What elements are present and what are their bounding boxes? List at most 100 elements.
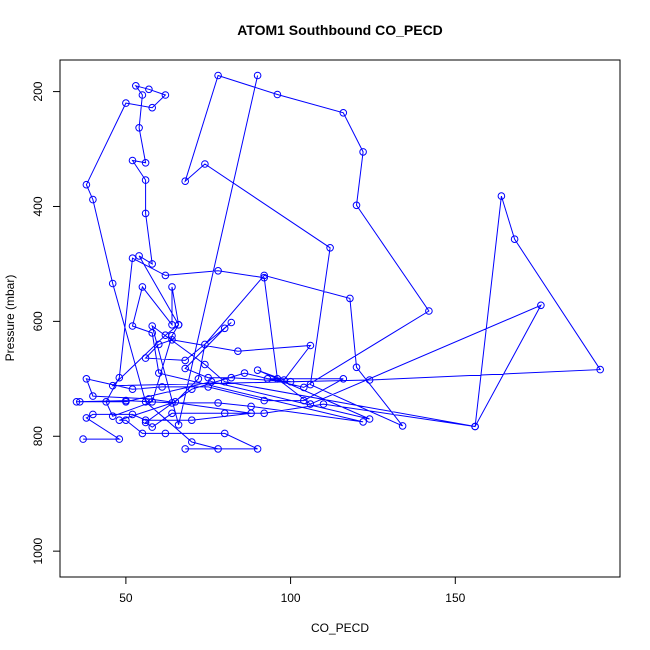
data-point — [352, 201, 361, 210]
data-point — [168, 336, 176, 344]
data-point — [79, 435, 87, 443]
data-point — [471, 422, 479, 431]
data-point — [161, 271, 170, 280]
data-point — [161, 429, 170, 438]
data-point — [122, 396, 130, 405]
data-point — [148, 423, 156, 431]
data-point — [319, 400, 328, 408]
data-point — [596, 365, 605, 374]
data-point — [339, 375, 348, 383]
y-tick-label: 1000 — [31, 537, 45, 564]
data-point — [201, 340, 209, 349]
data-point — [214, 267, 222, 275]
data-point — [537, 301, 545, 310]
data-point — [247, 402, 255, 411]
data-point — [128, 410, 137, 419]
x-tick-label: 50 — [119, 591, 133, 605]
y-axis: 200 400 600 800 1000 — [31, 81, 61, 565]
data-point — [141, 176, 150, 184]
data-point — [181, 445, 189, 453]
data-point — [188, 385, 196, 394]
data-point — [128, 322, 137, 330]
data-point — [273, 90, 282, 99]
data-point — [306, 341, 315, 350]
data-point — [89, 410, 97, 419]
data-point — [253, 445, 262, 453]
data-point — [207, 377, 216, 386]
data-point — [220, 324, 229, 333]
data-point — [128, 385, 137, 394]
data-point — [326, 244, 334, 252]
data-point — [194, 375, 203, 383]
data-point — [201, 160, 209, 168]
data-point — [174, 321, 183, 329]
data-point — [181, 177, 189, 185]
data-point — [141, 209, 150, 218]
x-tick-label: 150 — [445, 591, 465, 605]
data-point — [201, 360, 209, 369]
data-point — [346, 294, 354, 303]
series-line — [76, 74, 602, 450]
data-point — [359, 148, 367, 156]
data-point — [168, 331, 176, 340]
data-point — [260, 409, 269, 418]
data-point — [260, 396, 269, 405]
y-tick-label: 200 — [31, 81, 45, 101]
data-point — [220, 409, 229, 418]
data-point — [158, 383, 166, 391]
data-point — [82, 414, 91, 422]
data-point — [339, 109, 348, 117]
x-tick-label: 100 — [281, 591, 301, 605]
data-point — [352, 363, 361, 372]
data-point — [141, 159, 150, 167]
data-point — [76, 398, 84, 406]
data-point — [398, 422, 407, 430]
data-point — [72, 398, 81, 406]
data-point — [132, 82, 140, 90]
data-point — [155, 369, 163, 377]
data-point — [181, 364, 189, 373]
data-point — [227, 373, 236, 382]
data-point — [161, 91, 170, 99]
data-point — [300, 383, 308, 392]
data-point — [306, 400, 315, 408]
data-point — [135, 124, 143, 132]
data-point — [168, 409, 176, 418]
x-axis-label: CO_PECD — [311, 621, 369, 635]
data-point — [188, 416, 196, 425]
data-point — [181, 356, 189, 365]
data-point — [89, 195, 97, 204]
data-point — [82, 180, 91, 189]
data-point — [141, 354, 150, 362]
chart-title: ATOM1 Southbound CO_PECD — [237, 22, 443, 38]
data-point — [168, 283, 176, 291]
data-point — [138, 283, 147, 291]
data-point — [253, 366, 262, 375]
data-point — [148, 260, 156, 268]
data-point — [82, 375, 91, 383]
data-point — [497, 192, 506, 200]
data-point — [128, 254, 137, 263]
data-point — [138, 91, 147, 99]
data-point — [214, 445, 222, 453]
data-point — [300, 396, 308, 405]
y-axis-label: Pressure (mbar) — [3, 275, 17, 362]
data-point — [115, 373, 124, 382]
data-point — [263, 375, 272, 383]
data-point — [122, 99, 130, 107]
data-point — [102, 398, 110, 406]
data-point — [240, 369, 249, 377]
data-point — [148, 322, 156, 330]
data-point — [260, 273, 269, 282]
data-point — [89, 392, 97, 400]
x-axis: 50 100 150 — [119, 576, 466, 605]
data-point — [174, 421, 183, 429]
data-point — [171, 398, 180, 406]
y-tick-label: 800 — [31, 426, 45, 446]
data-point — [204, 383, 212, 391]
data-point — [214, 399, 222, 407]
series-group — [72, 71, 605, 453]
data-point — [214, 71, 222, 80]
data-point — [138, 429, 147, 438]
